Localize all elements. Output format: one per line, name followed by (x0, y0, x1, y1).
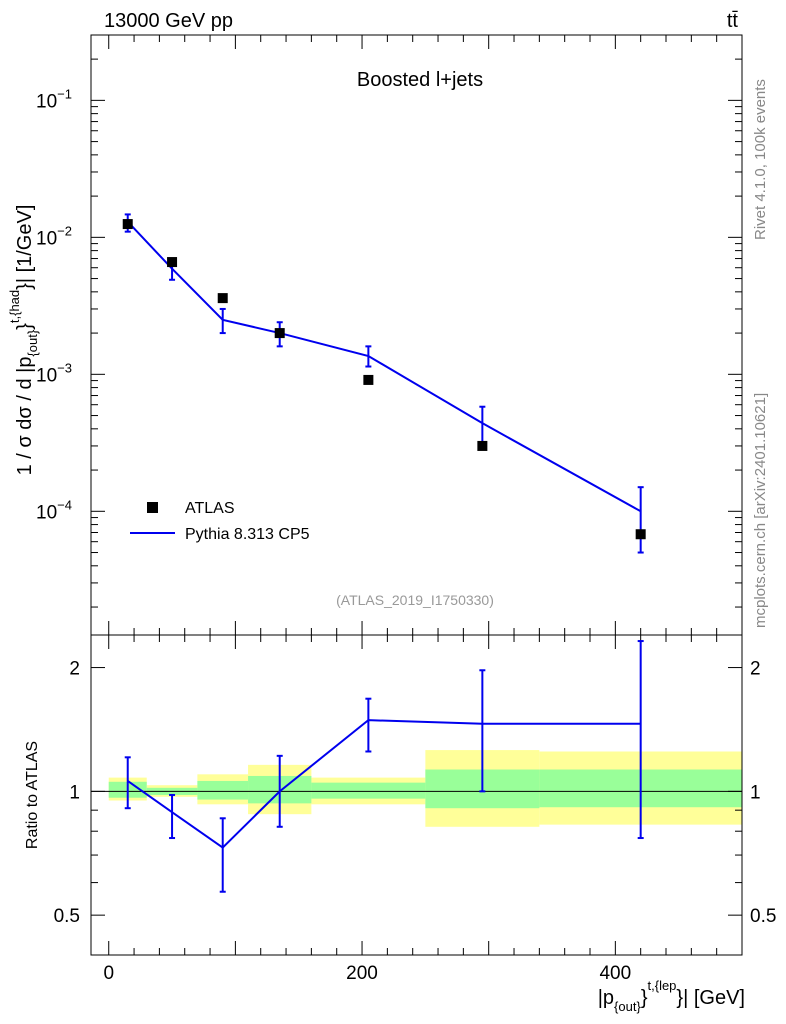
atlas-data-point (477, 440, 488, 451)
ratio-y-tick-label-right: 0.5 (750, 906, 776, 927)
ratio-plot: 0.5 0.5 1 1 2 2 0 200 400 Ratio to ATLAS |p{out}… (24, 634, 776, 1014)
main-plot: Boosted l+jets (ATLAS_2019_I1750330) 10−… (7, 34, 743, 636)
ratio-ticks: 0.5 0.5 1 1 2 2 0 200 400 (54, 635, 776, 984)
rivet-version-label: Rivet 4.1.0, 100k events (752, 79, 769, 240)
ratio-uncertainty-bands (91, 750, 742, 827)
main-y-tick-label: 10−1 (36, 86, 72, 112)
ratio-y-tick-label-left: 2 (69, 659, 80, 680)
main-plot-frame (90, 34, 743, 636)
ratio-band-green (197, 780, 249, 800)
ratio-y-tick-label-right: 1 (750, 782, 761, 803)
main-y-tick-label: 10−3 (36, 360, 72, 386)
atlas-data-point (363, 374, 374, 385)
process-label: tt̄ (727, 10, 739, 32)
y-label-sup: t,{had (7, 290, 22, 323)
x-label-sup: t,{lep (648, 978, 677, 993)
atlas-data-point (167, 257, 178, 268)
pythia-line (127, 221, 642, 513)
ratio-series (124, 640, 644, 893)
main-y-tick-label: 10−4 (36, 497, 72, 523)
ratio-plot-frame (90, 634, 743, 956)
legend: ATLAS Pythia 8.313 CP5 (130, 500, 310, 543)
main-plot-title: Boosted l+jets (357, 69, 483, 91)
main-y-ticks: 10−1 10−2 10−3 10−4 (36, 35, 743, 635)
beam-label: 13000 GeV pp (104, 10, 233, 32)
legend-atlas-marker (147, 502, 158, 513)
atlas-data-point (122, 219, 133, 230)
ratio-y-tick-label-right: 2 (750, 659, 761, 680)
ratio-x-tick-label: 400 (599, 963, 631, 984)
atlas-data-point (635, 529, 646, 540)
main-series (122, 213, 646, 554)
legend-atlas-label: ATLAS (185, 500, 235, 517)
ratio-x-tick-label: 0 (103, 963, 114, 984)
ratio-y-tick-label-left: 0.5 (54, 906, 80, 927)
atlas-data-point (217, 293, 228, 304)
ratio-y-axis-label: Ratio to ATLAS (24, 741, 41, 849)
ratio-band-green (311, 782, 426, 799)
atlas-data-point (274, 328, 285, 339)
main-y-axis-label: 1 / σ dσ / d |p{out}}t,{had}| [1/GeV] (7, 205, 40, 476)
x-label-sub: {out} (614, 999, 641, 1014)
mcplots-label: mcplots.cern.ch [arXiv:2401.10621] (752, 393, 769, 628)
analysis-label: (ATLAS_2019_I1750330) (336, 592, 494, 608)
y-label-sub: {out} (25, 329, 40, 356)
ratio-y-tick-label-left: 1 (69, 782, 80, 803)
main-y-tick-label: 10−2 (36, 223, 72, 249)
ratio-x-tick-label: 200 (346, 963, 378, 984)
legend-pythia-label: Pythia 8.313 CP5 (185, 526, 310, 543)
x-axis-label: |p{out}}t,{lep}| [GeV] (598, 978, 745, 1014)
